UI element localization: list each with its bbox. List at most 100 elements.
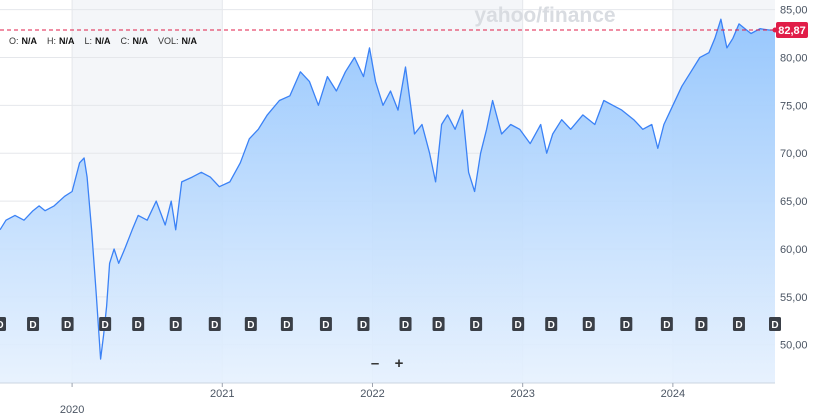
- dividend-marker[interactable]: D: [132, 317, 145, 331]
- zoom-out-button[interactable]: –: [370, 355, 380, 372]
- dividend-marker-box[interactable]: [582, 317, 595, 331]
- y-tick-label: 75,00: [780, 100, 808, 112]
- dividend-marker-box[interactable]: [357, 317, 370, 331]
- dividend-marker[interactable]: D: [545, 317, 558, 331]
- y-tick-label: 65,00: [780, 196, 808, 208]
- ohlc-value: N/A: [21, 36, 38, 46]
- dividend-marker-box[interactable]: [27, 317, 40, 331]
- dividend-marker-label: D: [102, 320, 109, 331]
- ohlc-value: N/A: [181, 36, 198, 46]
- dividend-marker-label: D: [735, 320, 742, 331]
- y-tick-label: 55,00: [780, 292, 808, 304]
- y-tick-label: 50,00: [780, 340, 808, 352]
- x-tick-label: 2022: [360, 388, 384, 400]
- dividend-marker-label: D: [698, 320, 705, 331]
- dividend-marker[interactable]: D: [0, 317, 6, 331]
- dividend-marker-box[interactable]: [61, 317, 74, 331]
- dividend-marker-box[interactable]: [432, 317, 445, 331]
- dividend-marker-box[interactable]: [208, 317, 221, 331]
- zoom-controls: – +: [365, 355, 409, 373]
- y-tick-label: 80,00: [780, 52, 808, 64]
- dividend-marker[interactable]: D: [769, 317, 781, 331]
- dividend-marker[interactable]: D: [27, 317, 40, 331]
- ohlc-key: O:: [9, 36, 19, 46]
- dividend-marker[interactable]: D: [399, 317, 412, 331]
- dividend-marker-box[interactable]: [620, 317, 633, 331]
- dividend-marker-box[interactable]: [769, 317, 781, 331]
- ohlc-key: C:: [120, 36, 130, 46]
- dividend-marker[interactable]: D: [732, 317, 745, 331]
- dividend-marker-box[interactable]: [132, 317, 145, 331]
- ohlc-value: N/A: [95, 36, 111, 46]
- dividend-marker[interactable]: D: [280, 317, 293, 331]
- dividend-marker-box[interactable]: [545, 317, 558, 331]
- dividend-marker-label: D: [283, 320, 290, 331]
- dividend-marker[interactable]: D: [470, 317, 483, 331]
- dividend-marker[interactable]: D: [660, 317, 673, 331]
- dividend-marker-box[interactable]: [0, 317, 6, 331]
- dividend-marker-box[interactable]: [660, 317, 673, 331]
- ohlc-value: N/A: [132, 36, 149, 46]
- dividend-marker[interactable]: D: [244, 317, 257, 331]
- dividend-marker[interactable]: D: [357, 317, 370, 331]
- dividend-marker-box[interactable]: [280, 317, 293, 331]
- dividend-marker-label: D: [322, 320, 329, 331]
- dividend-marker-label: D: [585, 320, 592, 331]
- dividend-marker[interactable]: D: [169, 317, 182, 331]
- dividend-marker-label: D: [247, 320, 254, 331]
- ohlc-readout: O: N/A H: N/A L: N/A C: N/A VOL: N/A: [9, 36, 207, 46]
- dividend-marker-label: D: [402, 320, 409, 331]
- dividend-marker-box[interactable]: [512, 317, 525, 331]
- dividend-marker-box[interactable]: [244, 317, 257, 331]
- dividend-marker-label: D: [771, 320, 778, 331]
- x-tick-label: 2021: [210, 388, 234, 400]
- ohlc-value: N/A: [59, 36, 75, 46]
- dividend-marker[interactable]: D: [61, 317, 74, 331]
- dividend-marker[interactable]: D: [512, 317, 525, 331]
- y-tick-label: 70,00: [780, 148, 808, 160]
- ohlc-key: VOL:: [158, 36, 179, 46]
- zoom-in-button[interactable]: +: [394, 355, 404, 372]
- price-area: [0, 19, 775, 383]
- dividend-marker[interactable]: D: [99, 317, 112, 331]
- x-tick-label: 2024: [661, 388, 685, 400]
- x-tick-label: 2023: [510, 388, 534, 400]
- dividend-marker[interactable]: D: [620, 317, 633, 331]
- dividend-marker[interactable]: D: [582, 317, 595, 331]
- dividend-marker-label: D: [0, 320, 4, 331]
- dividend-marker-label: D: [663, 320, 670, 331]
- dividend-marker-label: D: [623, 320, 630, 331]
- dividend-marker-label: D: [548, 320, 555, 331]
- dividend-marker-box[interactable]: [99, 317, 112, 331]
- dividend-marker-box[interactable]: [732, 317, 745, 331]
- dividend-marker-label: D: [172, 320, 179, 331]
- dividend-marker-box[interactable]: [470, 317, 483, 331]
- dividend-marker-label: D: [360, 320, 367, 331]
- dividend-marker-box[interactable]: [169, 317, 182, 331]
- dividend-marker-label: D: [211, 320, 218, 331]
- dividend-marker[interactable]: D: [432, 317, 445, 331]
- last-price-badge: [776, 21, 808, 38]
- last-price-label: 82,87: [778, 25, 806, 37]
- dividend-marker-label: D: [472, 320, 479, 331]
- dividend-marker-label: D: [64, 320, 71, 331]
- yahoo-finance-watermark: yahoo/finance: [474, 4, 615, 27]
- dividend-marker-label: D: [29, 320, 36, 331]
- dividend-marker-label: D: [135, 320, 142, 331]
- dividend-marker[interactable]: D: [208, 317, 221, 331]
- ohlc-key: L:: [84, 36, 93, 46]
- ohlc-key: H:: [47, 36, 57, 46]
- dividend-marker-label: D: [515, 320, 522, 331]
- dividend-marker-box[interactable]: [319, 317, 332, 331]
- dividend-marker-box[interactable]: [695, 317, 708, 331]
- price-line: [0, 18, 775, 360]
- dividend-marker[interactable]: D: [695, 317, 708, 331]
- dividend-marker[interactable]: D: [319, 317, 332, 331]
- y-tick-label: 60,00: [780, 244, 808, 256]
- y-tick-label: 85,00: [780, 5, 808, 17]
- x-tick-label: 2020: [60, 404, 84, 416]
- dividend-marker-box[interactable]: [399, 317, 412, 331]
- dividend-marker-label: D: [435, 320, 442, 331]
